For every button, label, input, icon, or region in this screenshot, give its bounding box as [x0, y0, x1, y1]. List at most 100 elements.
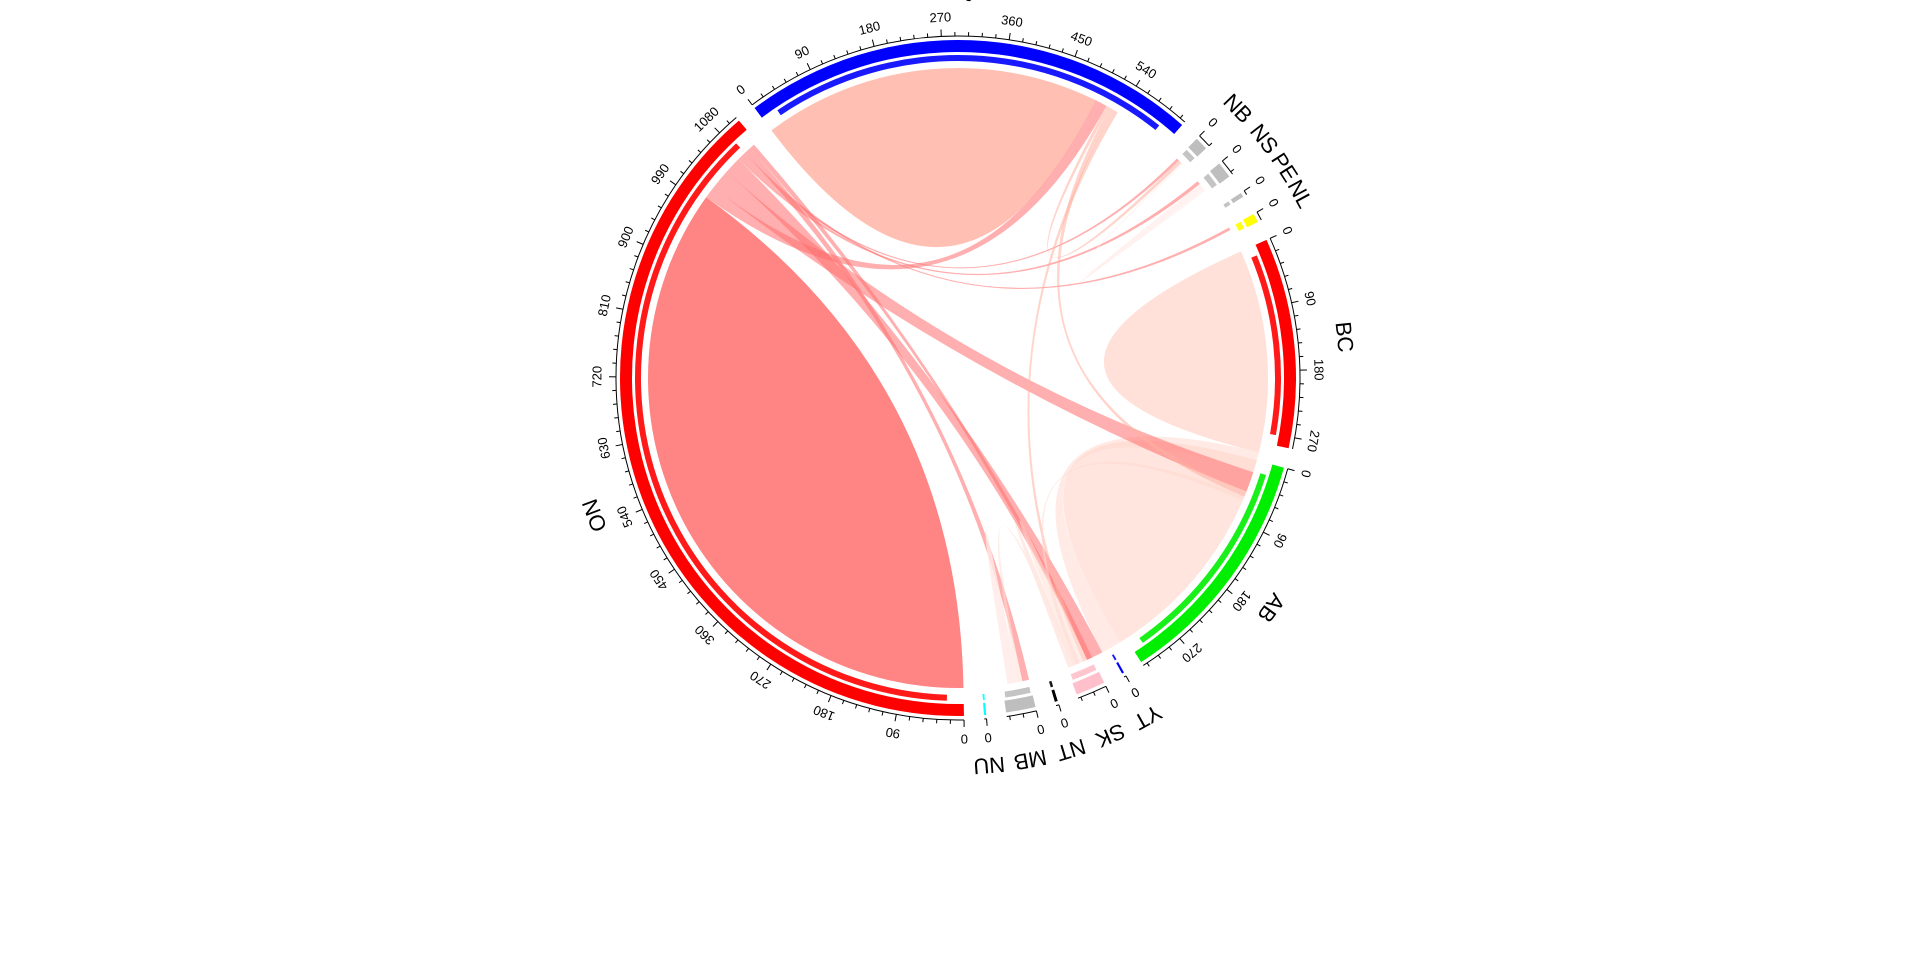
major-tick: [616, 444, 623, 445]
minor-tick: [1023, 38, 1024, 42]
tick-label: 270: [747, 668, 773, 692]
sector-label-ns: NS: [1245, 119, 1284, 158]
sector-label-nb: NB: [1218, 89, 1257, 128]
tick-label: 0: [1128, 684, 1142, 701]
sector-inner-track-pe: [1223, 201, 1230, 207]
minor-tick: [1094, 692, 1096, 696]
minor-tick: [1112, 69, 1114, 73]
sector-track-nt: [1051, 689, 1057, 701]
major-tick: [767, 664, 771, 670]
minor-tick: [1147, 663, 1149, 666]
minor-tick: [657, 546, 660, 548]
sector-inner-track-nt: [1049, 681, 1053, 687]
sector-label-bc: BC: [1330, 320, 1358, 353]
minor-tick: [629, 484, 633, 485]
minor-tick: [1288, 288, 1292, 289]
minor-tick: [645, 230, 649, 232]
tick-label: 0: [1298, 468, 1314, 479]
minor-tick: [784, 79, 786, 82]
sector-nl[interactable]: [1235, 209, 1263, 232]
sector-label-mb: MB: [1012, 745, 1049, 776]
minor-tick: [1148, 90, 1150, 93]
minor-tick: [855, 705, 856, 709]
minor-tick: [804, 684, 806, 688]
minor-tick: [1081, 697, 1082, 701]
tick-label: 180: [857, 18, 882, 38]
major-tick: [987, 719, 988, 726]
major-tick: [669, 569, 675, 573]
tick-label: 0: [1279, 224, 1296, 237]
tick-label: 0: [1108, 695, 1121, 712]
minor-tick: [1010, 716, 1011, 720]
sector-label-yt: YT: [1129, 699, 1166, 735]
major-tick: [1126, 676, 1129, 682]
minor-tick: [1243, 567, 1246, 569]
tick-label: 540: [614, 504, 636, 530]
sector-inner-track-nl: [1235, 222, 1244, 232]
minor-tick: [847, 50, 848, 54]
tick-label: 0: [1036, 721, 1046, 737]
minor-tick: [1169, 647, 1171, 650]
major-tick: [715, 128, 720, 133]
minor-tick: [834, 55, 835, 59]
link-bc-bc[interactable]: [1104, 251, 1268, 452]
tick-label: 0: [961, 731, 968, 746]
major-tick: [1136, 80, 1140, 86]
minor-tick: [772, 86, 774, 89]
minor-tick: [681, 171, 684, 173]
sector-label-on: ON: [577, 496, 612, 536]
minor-tick: [735, 640, 738, 643]
minor-tick: [696, 602, 699, 605]
major-tick: [895, 714, 896, 721]
minor-tick: [746, 648, 748, 651]
major-tick: [1295, 438, 1302, 439]
sector-label-nt: NT: [1053, 734, 1088, 766]
major-tick: [1257, 209, 1263, 212]
link-nb-ns[interactable]: [1075, 163, 1205, 278]
minor-tick: [1275, 249, 1279, 250]
tick-label: 0: [1059, 715, 1070, 731]
sector-track-nu: [983, 703, 986, 715]
minor-tick: [1023, 714, 1024, 718]
major-tick: [670, 181, 676, 185]
sector-pe[interactable]: [1223, 187, 1250, 208]
tick-label: 180: [1229, 588, 1254, 614]
axis-line-nl: [1257, 212, 1261, 220]
minor-tick: [626, 282, 630, 283]
sector-track-pe: [1231, 193, 1243, 203]
minor-tick: [644, 522, 648, 524]
tick-label: 0: [1205, 115, 1221, 131]
sector-inner-track-mb: [1005, 687, 1031, 698]
minor-tick: [1049, 44, 1050, 48]
minor-tick: [687, 591, 690, 593]
sector-label-qc: QC: [956, 0, 990, 3]
minor-tick: [1190, 629, 1193, 632]
sector-nu[interactable]: [982, 694, 987, 726]
tick-label: 90: [1301, 290, 1319, 307]
major-tick: [1288, 469, 1295, 471]
sector-nb[interactable]: [1182, 131, 1212, 162]
minor-tick: [630, 269, 634, 270]
minor-tick: [679, 580, 682, 582]
minor-tick: [664, 558, 667, 560]
tick-label: 450: [1069, 28, 1095, 50]
link-mb-mb[interactable]: [985, 531, 1018, 684]
tick-label: 180: [811, 702, 837, 724]
minor-tick: [1284, 482, 1288, 483]
sector-nt[interactable]: [1049, 681, 1061, 712]
minor-tick: [622, 458, 626, 459]
sector-sk[interactable]: [1071, 664, 1109, 700]
tick-label: 450: [646, 567, 671, 593]
minor-tick: [1088, 58, 1090, 62]
sector-yt[interactable]: [1112, 654, 1129, 682]
sector-ns[interactable]: [1204, 157, 1234, 189]
minor-tick: [860, 46, 861, 50]
minor-tick: [1218, 600, 1221, 603]
minor-tick: [1257, 544, 1260, 546]
sector-inner-track-yt: [1112, 654, 1117, 660]
tick-label: 180: [1311, 359, 1326, 381]
minor-tick: [817, 690, 819, 694]
tick-label: 90: [884, 724, 901, 741]
sector-mb[interactable]: [1004, 687, 1038, 720]
minor-tick: [707, 140, 710, 143]
